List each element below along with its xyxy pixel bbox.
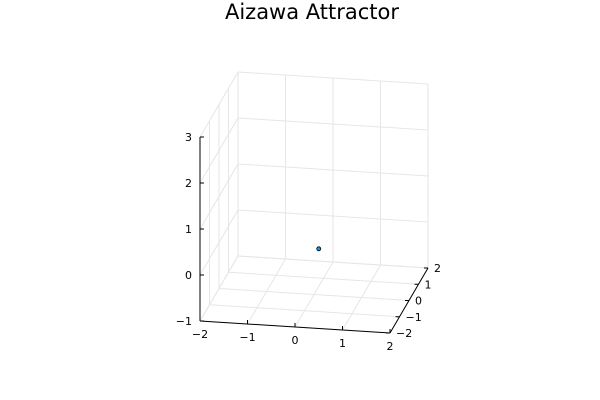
- z-tick-label-3: 2: [185, 177, 192, 190]
- y-tick-label-3: 1: [425, 278, 432, 291]
- grid-line-floor-y-1: [209, 304, 400, 318]
- data-point-0-0: [316, 246, 322, 252]
- grid-line-back-z-1: [237, 209, 429, 223]
- grid-line-side-z-1: [199, 209, 239, 276]
- axis-layer: [199, 136, 429, 334]
- grid-line-side-z-2: [199, 163, 239, 230]
- y-tick-label-1: −1: [406, 311, 422, 324]
- grid-line-floor-y-2: [218, 288, 410, 301]
- grid-line-back-z-4: [237, 71, 429, 85]
- y-tick-label-2: 0: [415, 295, 422, 308]
- grid-line-back-z-0: [237, 255, 429, 269]
- data-point-layer: [316, 246, 322, 252]
- x-tick-label-3: 1: [339, 337, 346, 350]
- grid-line-side-z-3: [199, 117, 239, 184]
- z-tick-label-1: 0: [185, 269, 192, 282]
- y-tick-label-4: 2: [434, 262, 441, 275]
- x-tick-label-0: −2: [192, 328, 208, 341]
- grid-layer: [199, 71, 429, 334]
- z-tick-label-4: 3: [185, 131, 192, 144]
- grid-line-back-z-3: [237, 117, 429, 131]
- grid-line-back-z-2: [237, 163, 429, 177]
- chart-title: Aizawa Attractor: [225, 0, 399, 24]
- grid-line-floor-y-3: [228, 271, 419, 285]
- grid-line-side-z-0: [199, 255, 239, 322]
- y-tick-label-0: −2: [396, 327, 412, 340]
- x-tick-label-4: 2: [387, 340, 394, 353]
- z-tick-label-0: −1: [176, 315, 192, 328]
- z-tick-label-2: 1: [185, 223, 192, 236]
- x-tick-label-2: 0: [292, 334, 299, 347]
- grid-line-side-z-4: [199, 71, 239, 138]
- x-tick-label-1: −1: [239, 331, 255, 344]
